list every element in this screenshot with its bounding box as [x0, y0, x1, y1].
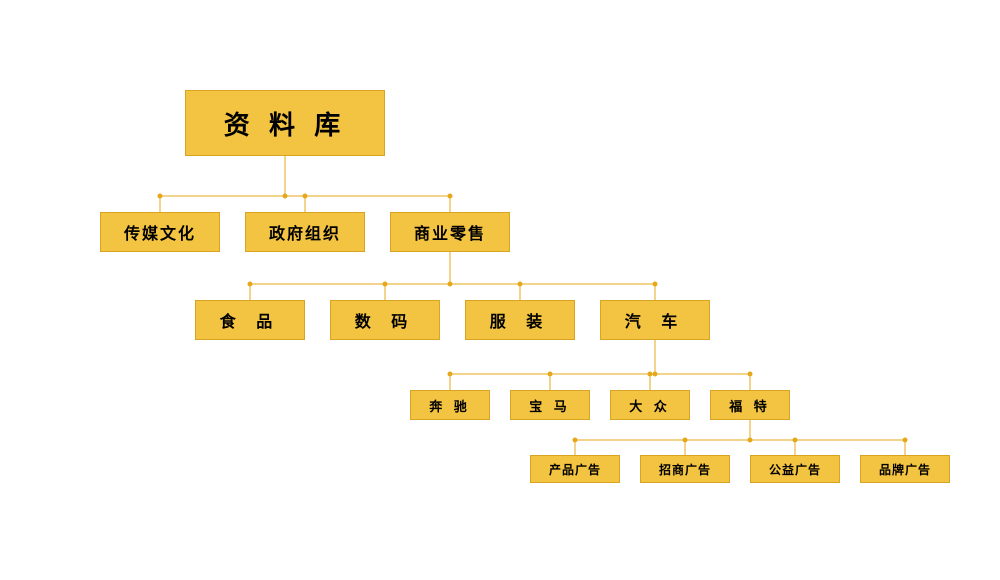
- tree-node-l2a: 食 品: [195, 300, 305, 340]
- tree-node-l2b: 数 码: [330, 300, 440, 340]
- tree-node-l2d: 汽 车: [600, 300, 710, 340]
- tree-node-root: 资 料 库: [185, 90, 385, 156]
- tree-node-l4b: 招商广告: [640, 455, 730, 483]
- tree-node-l3b: 宝 马: [510, 390, 590, 420]
- tree-node-l4c: 公益广告: [750, 455, 840, 483]
- tree-node-l4a: 产品广告: [530, 455, 620, 483]
- tree-node-l2c: 服 装: [465, 300, 575, 340]
- connector-layer: [0, 0, 1000, 580]
- tree-node-l3c: 大 众: [610, 390, 690, 420]
- tree-node-l4d: 品牌广告: [860, 455, 950, 483]
- tree-node-l1c: 商业零售: [390, 212, 510, 252]
- tree-node-l3a: 奔 驰: [410, 390, 490, 420]
- tree-node-l1b: 政府组织: [245, 212, 365, 252]
- tree-node-l1a: 传媒文化: [100, 212, 220, 252]
- tree-node-l3d: 福 特: [710, 390, 790, 420]
